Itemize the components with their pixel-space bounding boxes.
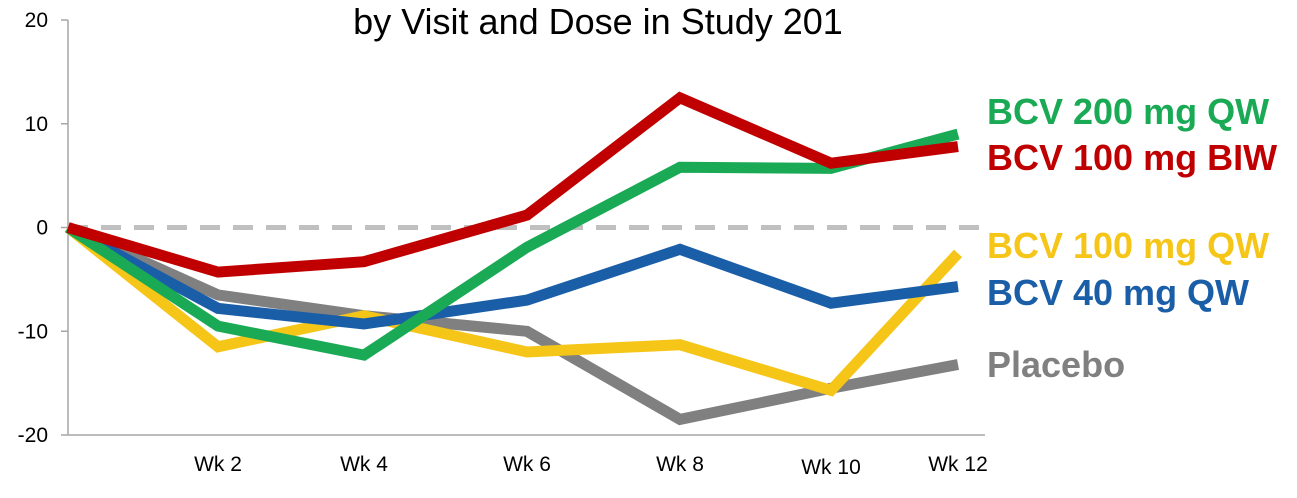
series-line-bcv-100-mg-biw <box>66 91 959 278</box>
y-tick-label: 0 <box>36 217 48 240</box>
series-label-placebo: Placebo <box>987 344 1125 385</box>
x-tick-label: Wk 2 <box>194 453 242 476</box>
series-label-bcv-100-mg-qw: BCV 100 mg QW <box>987 225 1269 266</box>
series-lines-group <box>64 91 963 426</box>
series-line-bcv-100-mg-qw <box>64 223 963 397</box>
y-tick-label: 10 <box>25 113 48 136</box>
series-label-bcv-200-mg-qw: BCV 200 mg QW <box>987 91 1269 132</box>
series-label-bcv-40-mg-qw: BCV 40 mg QW <box>987 272 1249 313</box>
x-tick-label: Wk 4 <box>340 453 388 476</box>
y-tick-label: -10 <box>18 320 48 343</box>
series-label-bcv-100-mg-biw: BCV 100 mg BIW <box>987 137 1277 178</box>
tick-labels-group: 20 10 0 -10 -20 Wk 2 Wk 4 Wk 6 Wk 8 Wk 10 Wk 12 <box>18 9 988 479</box>
y-tick-label: 20 <box>25 9 48 32</box>
series-labels-group: Placebo BCV 100 mg QW BCV 40 mg QW BCV 200 … <box>987 91 1277 385</box>
x-tick-label: Wk 6 <box>503 453 551 476</box>
x-tick-label: Wk 12 <box>928 453 988 476</box>
x-tick-label: Wk 10 <box>801 456 861 479</box>
x-tick-label: Wk 8 <box>656 453 704 476</box>
y-tick-label: -20 <box>18 424 48 447</box>
series-line-bcv-200-mg-qw <box>64 128 960 361</box>
series-line-bcv-40-mg-qw <box>65 222 959 330</box>
chart-title: by Visit and Dose in Study 201 <box>353 1 843 42</box>
